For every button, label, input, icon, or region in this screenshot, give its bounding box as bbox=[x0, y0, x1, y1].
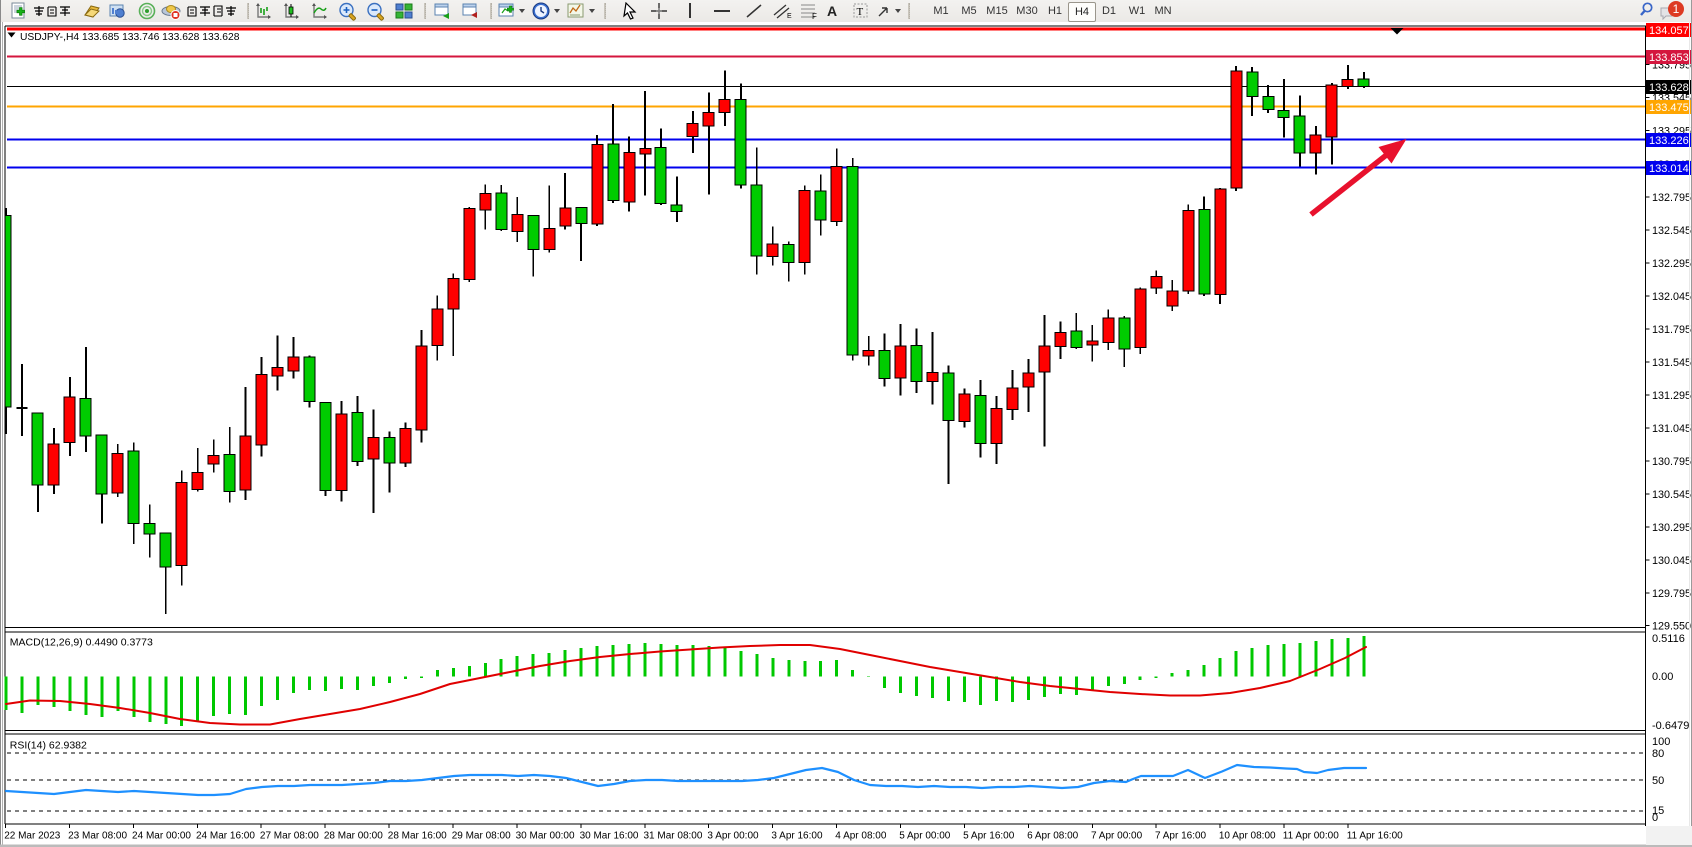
svg-text:50: 50 bbox=[1652, 775, 1664, 787]
svg-text:130.295: 130.295 bbox=[1652, 522, 1691, 534]
svg-text:132.545: 132.545 bbox=[1652, 225, 1691, 237]
svg-text:24 Mar 00:00: 24 Mar 00:00 bbox=[132, 830, 191, 841]
svg-text:131.045: 131.045 bbox=[1652, 423, 1691, 435]
svg-text:130.545: 130.545 bbox=[1652, 489, 1691, 501]
svg-text:7 Apr 00:00: 7 Apr 00:00 bbox=[1091, 830, 1143, 841]
svg-text:132.795: 132.795 bbox=[1652, 192, 1691, 204]
svg-text:-0.6479: -0.6479 bbox=[1652, 720, 1689, 732]
svg-text:7 Apr 16:00: 7 Apr 16:00 bbox=[1155, 830, 1207, 841]
svg-text:130.045: 130.045 bbox=[1652, 555, 1691, 567]
svg-text:129.550: 129.550 bbox=[1652, 620, 1691, 632]
svg-text:80: 80 bbox=[1652, 748, 1664, 760]
svg-text:130.795: 130.795 bbox=[1652, 456, 1691, 468]
svg-text:29 Mar 08:00: 29 Mar 08:00 bbox=[452, 830, 511, 841]
svg-text:134.057: 134.057 bbox=[1649, 25, 1689, 37]
svg-text:133.014: 133.014 bbox=[1649, 163, 1689, 175]
svg-text:3 Apr 00:00: 3 Apr 00:00 bbox=[707, 830, 759, 841]
svg-text:10 Apr 08:00: 10 Apr 08:00 bbox=[1219, 830, 1276, 841]
svg-text:RSI(14) 62.9382: RSI(14) 62.9382 bbox=[10, 740, 87, 752]
svg-text:23 Mar 08:00: 23 Mar 08:00 bbox=[68, 830, 127, 841]
svg-text:131.545: 131.545 bbox=[1652, 357, 1691, 369]
svg-text:0: 0 bbox=[1652, 812, 1658, 824]
svg-text:5 Apr 00:00: 5 Apr 00:00 bbox=[899, 830, 951, 841]
svg-text:133.226: 133.226 bbox=[1649, 135, 1689, 147]
svg-text:28 Mar 00:00: 28 Mar 00:00 bbox=[324, 830, 383, 841]
svg-text:MACD(12,26,9) 0.4490 0.3773: MACD(12,26,9) 0.4490 0.3773 bbox=[10, 637, 153, 649]
svg-text:11 Apr 00:00: 11 Apr 00:00 bbox=[1283, 830, 1339, 841]
svg-text:4 Apr 08:00: 4 Apr 08:00 bbox=[835, 830, 887, 841]
svg-text:31 Mar 08:00: 31 Mar 08:00 bbox=[644, 830, 703, 841]
svg-text:6 Apr 08:00: 6 Apr 08:00 bbox=[1027, 830, 1079, 841]
svg-text:27 Mar 08:00: 27 Mar 08:00 bbox=[260, 830, 319, 841]
svg-text:11 Apr 16:00: 11 Apr 16:00 bbox=[1347, 830, 1403, 841]
svg-text:T: T bbox=[857, 6, 864, 18]
svg-text:24 Mar 16:00: 24 Mar 16:00 bbox=[196, 830, 255, 841]
svg-text:133.853: 133.853 bbox=[1649, 52, 1689, 64]
svg-text:0.00: 0.00 bbox=[1652, 671, 1673, 683]
svg-text:100: 100 bbox=[1652, 736, 1670, 748]
svg-text:3 Apr 16:00: 3 Apr 16:00 bbox=[771, 830, 823, 841]
svg-text:30 Mar 16:00: 30 Mar 16:00 bbox=[580, 830, 639, 841]
svg-text:129.795: 129.795 bbox=[1652, 588, 1691, 600]
svg-text:28 Mar 16:00: 28 Mar 16:00 bbox=[388, 830, 447, 841]
svg-text:30 Mar 00:00: 30 Mar 00:00 bbox=[516, 830, 575, 841]
svg-text:5 Apr 16:00: 5 Apr 16:00 bbox=[963, 830, 1015, 841]
svg-text:133.628: 133.628 bbox=[1649, 82, 1689, 94]
svg-text:USDJPY-,H4 133.685 133.746 13: USDJPY-,H4 133.685 133.746 133.628 133.6… bbox=[20, 32, 240, 43]
svg-text:131.795: 131.795 bbox=[1652, 324, 1691, 336]
svg-text:133.475: 133.475 bbox=[1649, 102, 1689, 114]
svg-text:132.295: 132.295 bbox=[1652, 258, 1691, 270]
svg-text:0.5116: 0.5116 bbox=[1652, 633, 1685, 645]
svg-text:15: 15 bbox=[1652, 805, 1664, 817]
svg-text:E: E bbox=[787, 13, 792, 20]
svg-text:22 Mar 2023: 22 Mar 2023 bbox=[4, 830, 61, 841]
svg-text:132.045: 132.045 bbox=[1652, 291, 1691, 303]
svg-text:131.295: 131.295 bbox=[1652, 390, 1691, 402]
svg-text:F: F bbox=[812, 12, 817, 20]
